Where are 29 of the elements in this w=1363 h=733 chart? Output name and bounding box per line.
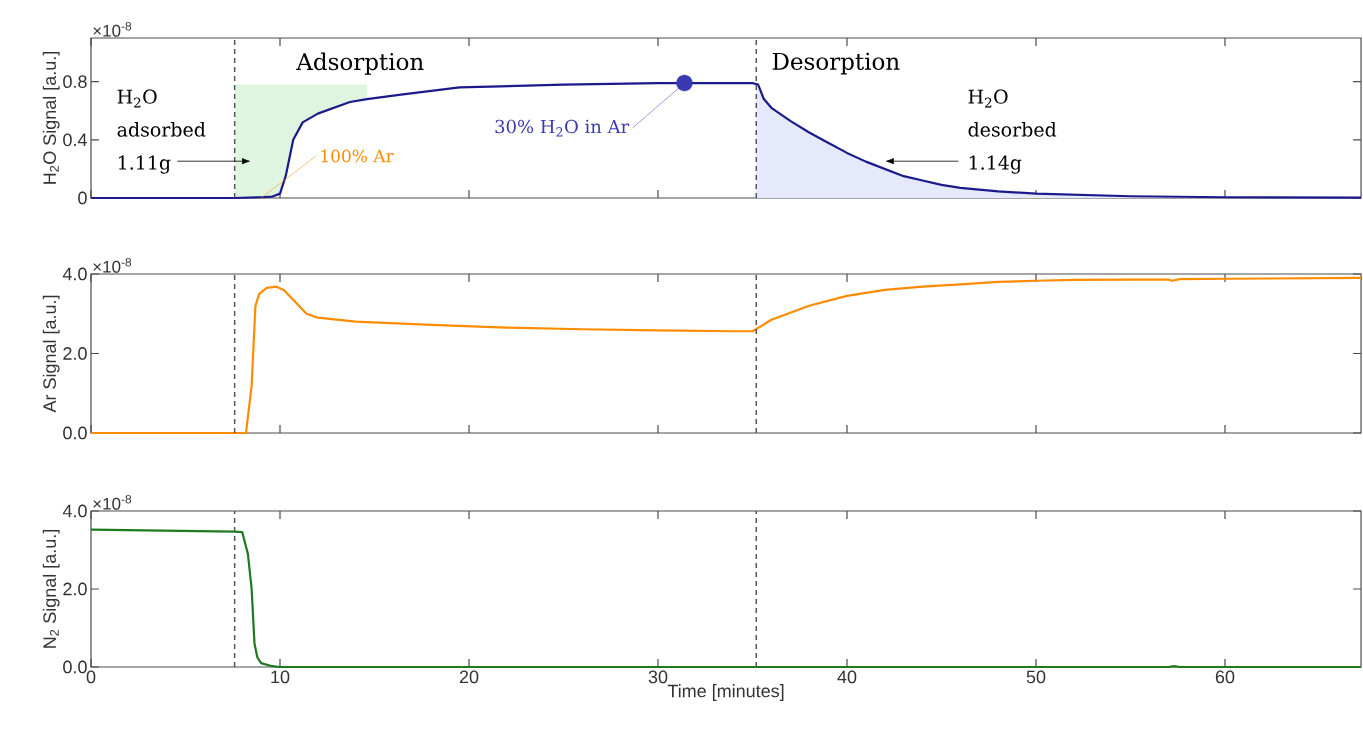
- annotation: 100% Ar: [321, 149, 394, 163]
- annotation: Desorption: [772, 52, 900, 75]
- text: ×10$^{-8}$: [93, 22, 132, 37]
- annotation: H$_{2}$O adsorbed 1.11g: [117, 89, 206, 174]
- y-tick-label: 4.0: [62, 504, 87, 518]
- x-tick-label: 10: [271, 670, 290, 684]
- x-tick-label: 30: [648, 670, 668, 684]
- y-tick-label: 0: [78, 191, 87, 205]
- text: 30% H$_{2}$O in Ar: [495, 119, 630, 137]
- y-axis-title: N$_{2}$ Signal [a.u.]: [42, 530, 60, 648]
- x-tick-label: 0: [86, 670, 96, 684]
- y-tick-label: 2.0: [63, 347, 87, 360]
- y-axis-title: Ar Signal [a.u.]: [42, 295, 60, 413]
- y-axis-title: H$_{2}$O Signal [a.u.]: [42, 52, 60, 184]
- y-tick-label: 0.0: [63, 426, 87, 440]
- text: ×10$^{-8}$: [93, 495, 132, 510]
- x-tick-label: 50: [1026, 670, 1046, 684]
- x-tick-label: 20: [459, 670, 479, 684]
- y-tick-label: 0.4: [63, 133, 87, 147]
- annotation: H$_{2}$O desorbed 1.14g: [968, 89, 1057, 174]
- y-tick-label: 0.0: [63, 660, 87, 674]
- y-tick-label: 2.0: [63, 582, 87, 596]
- y-tick-label: 4.0: [62, 267, 87, 281]
- text: ×10$^{-8}$: [93, 258, 132, 273]
- annotation: Adsorption: [296, 52, 424, 75]
- x-tick-label: 60: [1215, 670, 1235, 684]
- x-axis-title: Time [minutes]: [667, 684, 784, 701]
- x-tick-label: 40: [837, 670, 857, 684]
- y-tick-label: 0.8: [63, 75, 87, 88]
